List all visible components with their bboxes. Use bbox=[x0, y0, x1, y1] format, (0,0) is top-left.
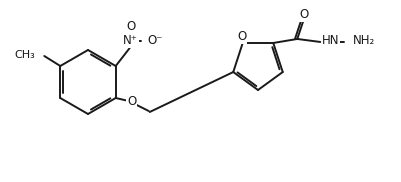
Text: O: O bbox=[127, 96, 136, 108]
Text: HN: HN bbox=[322, 34, 339, 48]
Text: CH₃: CH₃ bbox=[14, 50, 35, 60]
Text: N⁺: N⁺ bbox=[123, 35, 138, 48]
Text: O: O bbox=[126, 21, 135, 33]
Text: NH₂: NH₂ bbox=[352, 34, 375, 48]
Text: O⁻: O⁻ bbox=[147, 35, 163, 48]
Text: O: O bbox=[299, 9, 308, 21]
Text: O: O bbox=[237, 30, 246, 43]
